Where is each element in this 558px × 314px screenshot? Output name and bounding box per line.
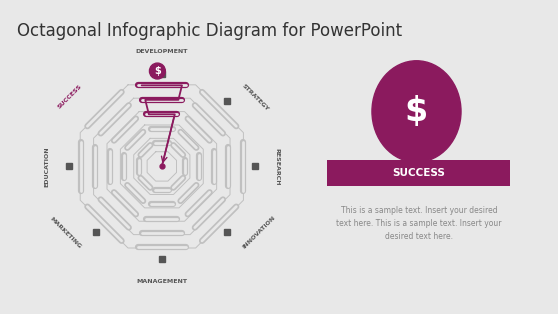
Polygon shape [107,111,217,221]
Polygon shape [80,85,243,248]
Text: This is a sample text. Insert your desired
text here. This is a sample text. Ins: This is a sample text. Insert your desir… [336,206,502,241]
Text: Octagonal Infographic Diagram for PowerPoint: Octagonal Infographic Diagram for PowerP… [17,22,402,40]
Text: INNOVATION: INNOVATION [241,214,276,249]
Text: SUCCESS: SUCCESS [56,84,83,110]
Text: $: $ [154,66,161,76]
Text: MANAGEMENT: MANAGEMENT [136,279,187,284]
Circle shape [372,61,461,162]
Text: SUCCESS: SUCCESS [392,168,445,178]
Text: DEVELOPMENT: DEVELOPMENT [136,49,188,54]
Polygon shape [147,152,176,181]
Text: EDUCATION: EDUCATION [45,146,50,187]
FancyBboxPatch shape [328,160,510,186]
Text: RESEARCH: RESEARCH [274,148,279,185]
Text: STRATEGY: STRATEGY [241,84,270,112]
Circle shape [150,63,165,79]
Text: $: $ [405,95,428,128]
Text: MARKETING: MARKETING [49,216,83,249]
Polygon shape [121,125,203,208]
Polygon shape [94,98,230,235]
Polygon shape [134,138,190,194]
